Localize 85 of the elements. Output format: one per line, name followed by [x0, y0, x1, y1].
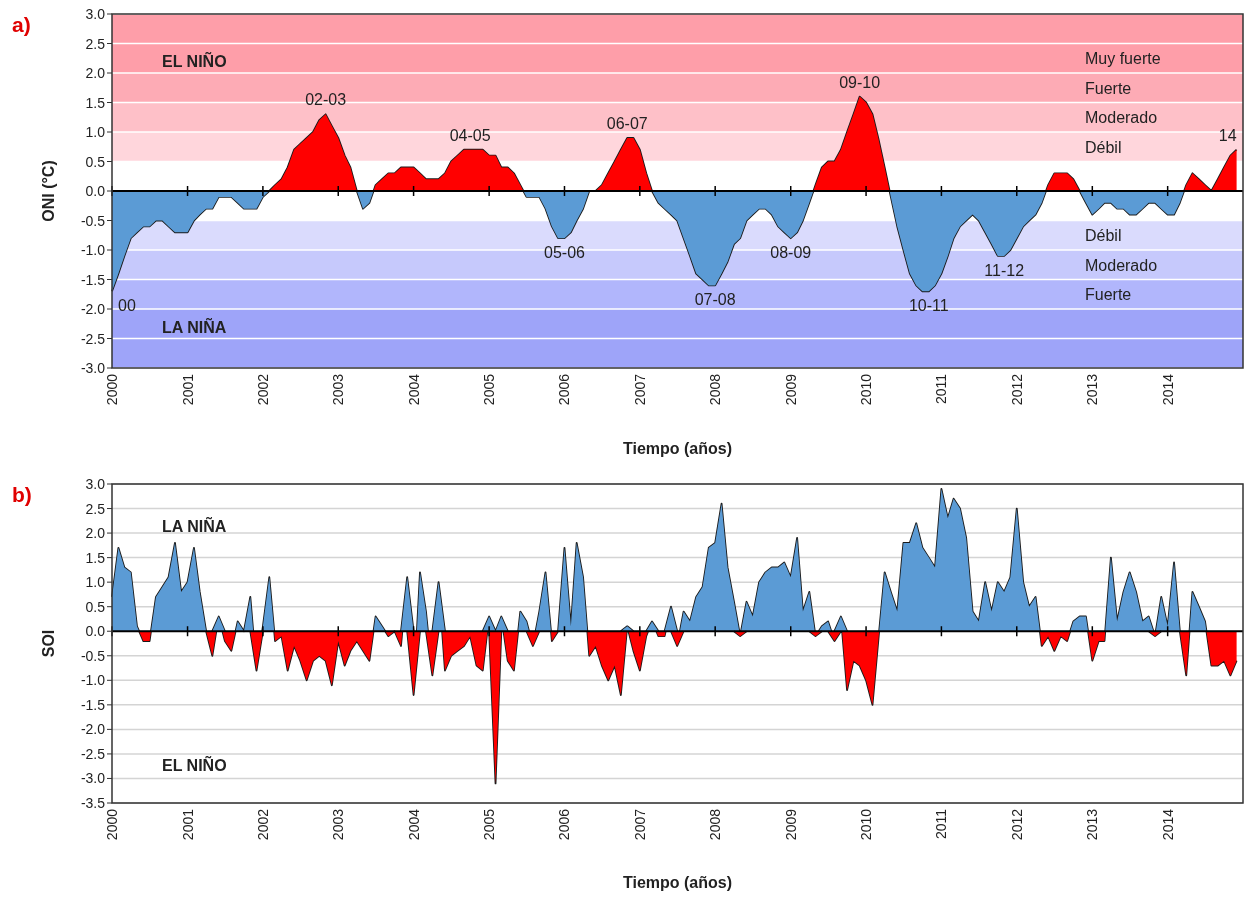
x-tick-label: 2000 [104, 373, 120, 406]
x-tick-label: 2003 [330, 373, 347, 406]
x-tick-label: 2014 [1159, 373, 1176, 406]
band-label: Moderado [1085, 256, 1158, 274]
annotation: 08-09 [770, 244, 812, 262]
y-tick-label: 0.5 [85, 153, 106, 170]
y-tick-label: 0.0 [85, 623, 106, 640]
x-tick-label: 2001 [179, 373, 196, 406]
x-tick-label: 2002 [254, 373, 271, 406]
y-axis-title: SOI [40, 629, 57, 658]
y-tick-label: 2.5 [85, 35, 106, 52]
x-tick-label: 2010 [858, 808, 875, 841]
y-tick-label: 0.0 [85, 183, 106, 199]
band-label: Muy fuerte [1085, 50, 1161, 68]
y-tick-label: 1.0 [85, 574, 106, 591]
annotation: 09-10 [839, 73, 881, 91]
y-tick-label: 2.0 [85, 65, 106, 81]
x-tick-label: 2003 [330, 808, 347, 841]
y-tick-label: 0.5 [85, 598, 106, 615]
chart-title: b) [12, 483, 32, 506]
annotation: 07-08 [694, 291, 736, 309]
annotation: 02-03 [305, 91, 347, 109]
y-tick-label: 3.0 [85, 6, 106, 22]
x-tick-label: 2005 [481, 808, 498, 841]
x-tick-label: 2004 [405, 373, 422, 406]
y-tick-label: -2.0 [80, 721, 106, 738]
x-tick-label: 2000 [104, 808, 120, 841]
x-tick-label: 2012 [1008, 373, 1025, 406]
annotation: 06-07 [606, 114, 648, 132]
x-tick-label: 2009 [782, 373, 799, 406]
y-tick-label: -1.5 [80, 271, 106, 288]
y-tick-label: -3.5 [80, 795, 106, 811]
x-axis-title: Tiempo (años) [622, 874, 733, 891]
x-tick-label: 2010 [858, 373, 875, 406]
y-tick-label: -2.0 [80, 301, 106, 317]
x-tick-label: 2011 [933, 808, 950, 840]
y-tick-label: -3.0 [80, 770, 106, 787]
x-tick-label: 2009 [782, 808, 799, 841]
x-tick-label: 2007 [631, 373, 648, 406]
y-tick-label: -1.0 [80, 242, 106, 258]
x-tick-label: 2007 [631, 808, 648, 841]
x-tick-label: 2001 [179, 808, 196, 841]
y-axis-title: ONI (°C) [40, 160, 57, 222]
y-tick-label: -0.5 [80, 212, 106, 229]
band-label: Fuerte [1085, 79, 1132, 97]
y-tick-label: 2.0 [85, 525, 106, 542]
y-tick-label: 1.5 [85, 549, 106, 566]
annotation: LA NIÑA [162, 515, 227, 535]
y-tick-label: -2.5 [80, 330, 106, 347]
y-tick-label: 1.0 [85, 124, 106, 140]
y-tick-label: 3.0 [85, 476, 106, 492]
band-label: Fuerte [1085, 286, 1132, 304]
annotation: EL NIÑO [162, 51, 227, 71]
annotation: 11-12 [984, 261, 1025, 279]
y-tick-label: 1.5 [85, 94, 106, 111]
annotation: 00 [118, 297, 136, 315]
x-tick-label: 2008 [707, 808, 724, 841]
y-tick-label: -1.5 [80, 696, 106, 713]
x-tick-label: 2002 [254, 808, 271, 841]
x-tick-label: 2011 [933, 373, 950, 405]
chart-title: a) [12, 13, 31, 36]
annotation: 04-05 [449, 126, 491, 144]
x-tick-label: 2013 [1084, 808, 1101, 841]
x-tick-label: 2008 [707, 373, 724, 406]
annotation: 14 [1218, 126, 1237, 144]
annotation: 05-06 [544, 244, 586, 262]
annotation: LA NIÑA [162, 316, 227, 336]
x-tick-label: 2012 [1008, 808, 1025, 841]
band-label: Moderado [1085, 109, 1158, 127]
x-tick-label: 2006 [556, 373, 573, 406]
y-tick-label: -3.0 [80, 360, 106, 376]
x-tick-label: 2005 [481, 373, 498, 406]
annotation: 10-11 [908, 297, 949, 315]
x-axis-title: Tiempo (años) [622, 440, 733, 457]
x-tick-label: 2006 [556, 808, 573, 841]
x-tick-label: 2014 [1159, 808, 1176, 841]
y-tick-label: -0.5 [80, 647, 106, 664]
y-tick-label: 2.5 [85, 500, 106, 517]
x-tick-label: 2013 [1084, 373, 1101, 406]
x-tick-label: 2004 [405, 808, 422, 841]
annotation: EL NIÑO [162, 755, 227, 775]
y-tick-label: -2.5 [80, 745, 106, 762]
band-label: Débil [1085, 138, 1122, 156]
y-tick-label: -1.0 [80, 672, 106, 689]
band-label: Débil [1085, 227, 1122, 245]
